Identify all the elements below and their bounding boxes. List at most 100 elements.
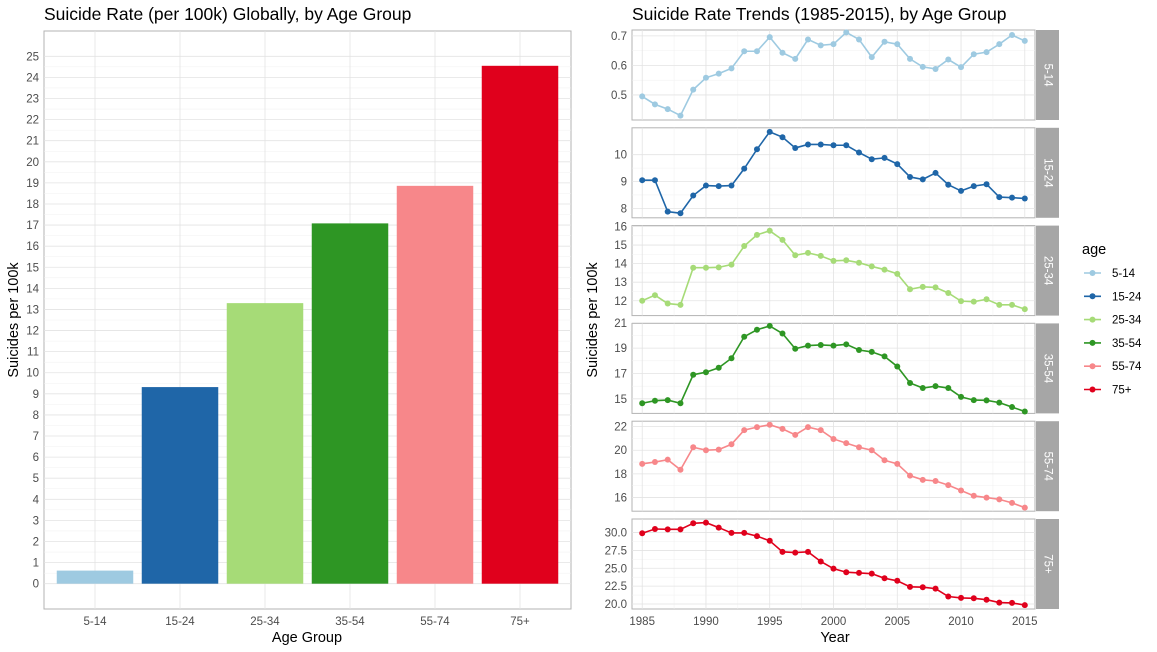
data-point-15-24-1985 <box>639 177 646 184</box>
data-point-25-34-1992 <box>728 261 735 268</box>
data-point-55-74-1985 <box>639 460 646 467</box>
line-x-tick-label: 2005 <box>884 616 910 628</box>
bar-x-ticks: 5-14 15-24 25-34 35-54 55-74 75+ <box>83 616 530 628</box>
data-point-15-24-2000 <box>830 142 837 149</box>
legend-label: 15-24 <box>1112 291 1142 303</box>
bar-y-tick-label: 7 <box>33 431 39 443</box>
data-point-55-74-1991 <box>715 446 722 453</box>
data-point-35-54-2008 <box>932 383 939 390</box>
data-point-75+-1999 <box>817 558 824 565</box>
facet-y-tick-label: 25.0 <box>605 563 627 575</box>
facet-strip-label: 55-74 <box>1042 451 1054 481</box>
data-point-15-24-1987 <box>664 208 671 215</box>
facet-y-tick-label: 27.5 <box>605 545 627 557</box>
bar-y-tick-label: 25 <box>26 51 39 63</box>
data-point-25-34-1990 <box>702 264 709 271</box>
legend-key-point <box>1089 293 1096 300</box>
data-point-25-34-1989 <box>690 264 697 271</box>
data-point-15-24-2009 <box>945 181 952 188</box>
data-point-5-14-1995 <box>766 34 773 41</box>
data-point-5-14-1998 <box>804 36 811 43</box>
data-point-75+-1991 <box>715 524 722 531</box>
data-point-75+-1987 <box>664 526 671 533</box>
data-point-55-74-1994 <box>753 424 760 431</box>
data-point-75+-2009 <box>945 593 952 600</box>
bar-y-tick-label: 9 <box>33 389 39 401</box>
data-point-35-54-1987 <box>664 397 671 404</box>
data-point-75+-2005 <box>894 577 901 584</box>
data-point-25-34-2013 <box>996 301 1003 308</box>
data-point-15-24-2015 <box>1021 195 1028 202</box>
facet-y-tick-label: 20.0 <box>605 599 627 611</box>
data-point-5-14-1992 <box>728 65 735 72</box>
facet-y-tick-label: 12 <box>614 296 627 308</box>
bar-y-tick-label: 20 <box>26 157 39 169</box>
data-point-15-24-2002 <box>856 149 863 156</box>
data-point-75+-2004 <box>881 575 888 582</box>
data-point-5-14-1993 <box>741 48 748 55</box>
data-point-15-24-1992 <box>728 182 735 189</box>
facet-y-tick-label: 18 <box>614 469 627 481</box>
data-point-75+-1996 <box>779 548 786 555</box>
data-point-25-34-2009 <box>945 289 952 296</box>
bar-chart-title: Suicide Rate (per 100k) Globally, by Age… <box>44 4 411 24</box>
bar-75+ <box>481 65 559 584</box>
facet-strip-label: 25-34 <box>1042 256 1054 286</box>
bar-5-14 <box>56 570 134 584</box>
data-point-5-14-2014 <box>1009 32 1016 39</box>
data-point-75+-1988 <box>677 526 684 533</box>
data-point-5-14-1994 <box>753 48 760 55</box>
bar-y-tick-label: 21 <box>26 136 39 148</box>
facet-strip-label: 75+ <box>1042 554 1054 574</box>
data-point-25-34-2006 <box>907 286 914 293</box>
facet-y-tick-label: 15 <box>614 394 627 406</box>
data-point-5-14-1987 <box>664 106 671 113</box>
data-point-35-54-1997 <box>792 345 799 352</box>
line-x-axis-title: Year <box>820 630 849 646</box>
data-point-15-24-2014 <box>1009 194 1016 201</box>
data-point-5-14-1989 <box>690 86 697 93</box>
data-point-15-24-1995 <box>766 128 773 135</box>
data-point-25-34-1996 <box>779 236 786 243</box>
data-point-5-14-1990 <box>702 74 709 81</box>
data-point-35-54-2003 <box>868 348 875 355</box>
bar-y-tick-label: 19 <box>26 178 39 190</box>
data-point-35-54-2012 <box>983 397 990 404</box>
bar-x-tick-label: 25-34 <box>250 616 280 628</box>
data-point-5-14-2006 <box>907 55 914 62</box>
data-point-35-54-2009 <box>945 385 952 392</box>
data-point-5-14-2000 <box>830 41 837 48</box>
legend-label: 25-34 <box>1112 315 1142 327</box>
data-point-35-54-2013 <box>996 399 1003 406</box>
facet-strip <box>1036 519 1059 609</box>
data-point-35-54-2011 <box>970 397 977 404</box>
line-x-tick-label: 1990 <box>693 616 719 628</box>
data-point-35-54-1990 <box>702 369 709 376</box>
data-point-55-74-2001 <box>843 440 850 447</box>
data-point-15-24-1991 <box>715 183 722 190</box>
facet-y-tick-label: 15 <box>614 240 627 252</box>
legend-item-25-34: 25-34 <box>1084 315 1142 327</box>
bar-y-tick-label: 8 <box>33 410 39 422</box>
legend-key-point <box>1089 316 1096 323</box>
legend-key-point <box>1089 363 1096 370</box>
bar-x-tick-label: 15-24 <box>165 616 195 628</box>
data-point-15-24-2012 <box>983 181 990 188</box>
legend-key-point <box>1089 386 1096 393</box>
data-point-25-34-1991 <box>715 264 722 271</box>
data-point-75+-2011 <box>970 595 977 602</box>
bar-y-tick-label: 1 <box>33 558 39 570</box>
facet-y-tick-label: 0.5 <box>611 90 627 102</box>
data-point-25-34-2001 <box>843 257 850 264</box>
data-point-25-34-2005 <box>894 270 901 277</box>
data-point-5-14-2001 <box>843 29 850 36</box>
data-point-75+-2007 <box>919 584 926 591</box>
facet-y-tick-label: 19 <box>614 343 627 355</box>
facet-strip <box>1036 225 1059 316</box>
data-point-25-34-2014 <box>1009 301 1016 308</box>
legend-key-point <box>1089 270 1096 276</box>
data-point-75+-2000 <box>830 565 837 572</box>
bar-y-tick-label: 5 <box>33 473 39 485</box>
data-point-35-54-2007 <box>919 385 926 392</box>
data-point-75+-2010 <box>958 594 965 601</box>
